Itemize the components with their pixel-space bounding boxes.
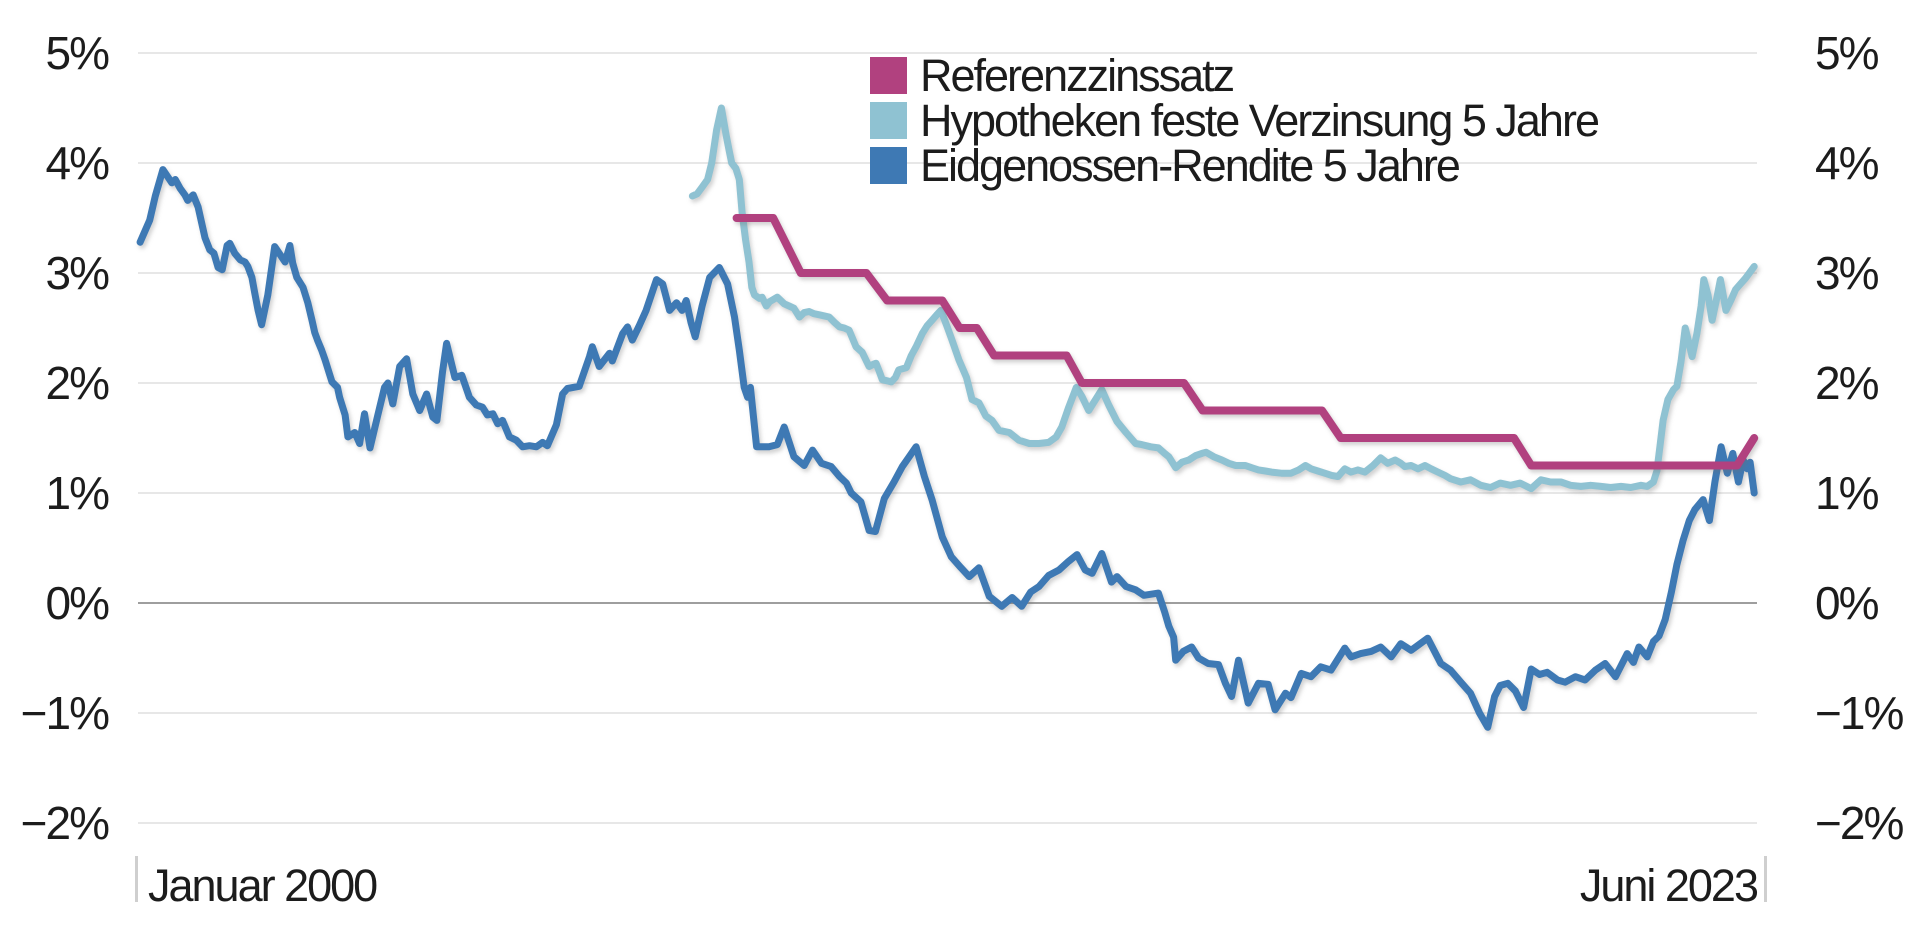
legend-label: Eidgenossen-Rendite 5 Jahre: [920, 139, 1461, 191]
legend-swatch-eidgenossen-icon: [870, 146, 907, 184]
y-tick-label: −2%: [1815, 797, 1904, 849]
legend-label: Hypotheken feste Verzinsung 5 Jahre: [920, 94, 1600, 146]
legend-label: Referenzzinssatz: [920, 49, 1235, 101]
y-tick-label: −2%: [20, 797, 110, 849]
y-tick-label: 1%: [1815, 467, 1880, 519]
legend-swatch-referenzzinssatz-icon: [870, 56, 907, 94]
y-tick-label: −1%: [20, 687, 110, 739]
y-tick-label: 0%: [1815, 577, 1880, 629]
y-tick-label: 1%: [45, 467, 110, 519]
legend: Referenzzinssatz Hypotheken feste Verzin…: [870, 53, 1600, 188]
y-tick-label: 0%: [45, 577, 110, 629]
series-line-0: [732, 214, 1759, 470]
y-tick-label: 2%: [1815, 357, 1880, 409]
y-tick-label: 3%: [45, 247, 110, 299]
legend-item-hypotheken: Hypotheken feste Verzinsung 5 Jahre: [870, 98, 1600, 143]
legend-item-eidgenossen: Eidgenossen-Rendite 5 Jahre: [870, 143, 1598, 188]
y-tick-label: 4%: [1815, 137, 1880, 189]
legend-item-referenzzinssatz: Referenzzinssatz: [870, 53, 1598, 98]
series-line-1: [688, 104, 1758, 493]
y-tick-label: 3%: [1815, 247, 1880, 299]
x-axis-label-end: Juni 2023: [1579, 860, 1759, 911]
y-tick-label: 5%: [1815, 27, 1880, 79]
y-tick-label: 2%: [45, 357, 110, 409]
y-tick-label: 5%: [45, 27, 110, 79]
x-axis-label-start: Januar 2000: [148, 860, 378, 911]
x-axis-tick-end: [1764, 856, 1767, 902]
legend-swatch-hypotheken-icon: [870, 101, 907, 139]
series-line-2: [136, 166, 1758, 731]
y-tick-label: 4%: [45, 137, 110, 189]
y-tick-label: −1%: [1815, 687, 1904, 739]
x-axis-tick-start: [135, 856, 138, 902]
